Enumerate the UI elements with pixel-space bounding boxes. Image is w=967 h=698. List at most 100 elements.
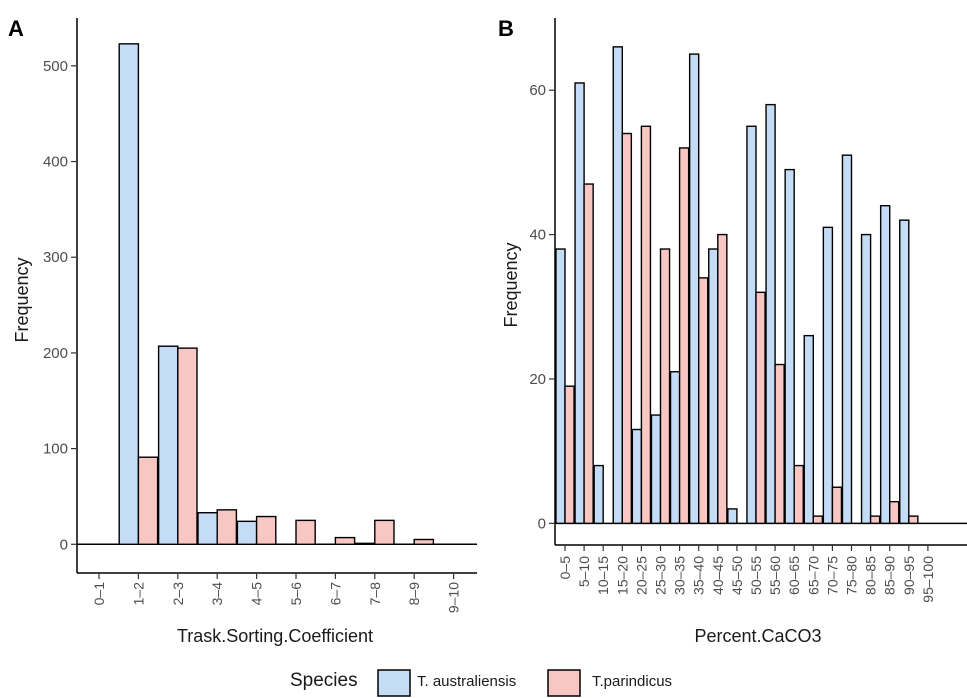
panel-b-x-tick-label: 90–95 [901, 556, 917, 595]
panel-a-axes: 0 100 200 300 400 500 0–1 1–2 2–3 3–4 4–5 5–6 6–7 7–8… [43, 18, 477, 613]
panel-b-bar-australiensis [822, 226, 834, 525]
panel-b-bar-australiensis [650, 414, 662, 525]
panel-a-bar-parindicus [334, 536, 356, 545]
panel-b-x-tick-label: 85–90 [882, 556, 898, 595]
panel-a-letter: A [8, 16, 24, 41]
panel-b-bar-parindicus [717, 233, 728, 525]
panel-b-bar-parindicus [831, 486, 843, 525]
panel-b-bar-australiensis [708, 248, 719, 525]
panel-b-y-tick-label: 20 [529, 371, 546, 388]
panel-a-y-tick-label: 500 [43, 58, 68, 75]
panel-b-x-tick-label: 50–55 [748, 556, 764, 595]
panel-b-x-tick-label: 80–85 [863, 556, 879, 595]
panel-b-x-tick-label: 0–5 [557, 556, 573, 580]
panel-b-bar-australiensis [593, 464, 604, 525]
panel-b-x-tick-label: 55–60 [767, 556, 783, 595]
panel-b-bar-parindicus [678, 147, 690, 525]
panel-a-x-tick-label: 3–4 [209, 582, 225, 606]
panel-b-bar-parindicus [621, 132, 633, 525]
panel-a-y-tick-label: 0 [60, 536, 68, 553]
panel-b-bar-parindicus [564, 385, 575, 525]
panel-a-x-tick-label: 9–10 [446, 582, 462, 613]
panel-a-y-tick-label: 200 [43, 345, 68, 362]
panel-a-bar-parindicus [216, 509, 238, 545]
panel-b-x-tick-label: 35–40 [691, 556, 707, 595]
panel-a-bar-australiensis [236, 520, 258, 545]
panel-b-bar-parindicus [889, 500, 900, 525]
panel-b-bar-australiensis [860, 233, 872, 525]
panel-b-x-tick-label: 15–20 [614, 556, 630, 595]
panel-b-bar-parindicus [640, 125, 652, 525]
panel-b-x-tick-label: 20–25 [633, 556, 649, 595]
panel-a-y-tick-label: 100 [43, 441, 68, 458]
panel-a-bar-australiensis [197, 512, 218, 545]
legend-swatch-parindicus [547, 669, 581, 697]
panel-a-bar-australiensis [354, 542, 376, 545]
panel-a-x-tick-label: 7–8 [367, 582, 383, 606]
panel-b-x-axis-title: Percent.CaCO3 [694, 626, 821, 646]
panel-a-bar-australiensis [157, 345, 179, 545]
panel-a-bar-parindicus [177, 347, 198, 545]
panel-b-x-tick-label: 25–30 [653, 556, 669, 595]
panel-b-y-tick-label: 40 [529, 227, 546, 244]
panel-b-bar-australiensis [612, 46, 624, 525]
legend: Species T. australiensis T.parindicus [290, 669, 672, 697]
panel-b-bar-australiensis [688, 53, 700, 525]
panel-a-bars [77, 43, 477, 546]
panel-b-bar-parindicus [698, 277, 709, 525]
panel-b-x-tick-label: 75–80 [844, 556, 860, 595]
panel-b-x-tick-label: 65–70 [805, 556, 821, 595]
panel-b-bar-australiensis [555, 248, 566, 525]
panel-b-bar-australiensis [669, 371, 681, 525]
panel-b-bar-parindicus [812, 515, 824, 525]
panel-a-y-tick-label: 400 [43, 154, 68, 171]
panel-b-bar-parindicus [755, 291, 766, 525]
panel-b-bar-parindicus [793, 464, 804, 525]
panel-b-bar-australiensis [899, 219, 910, 525]
panel-a-bar-parindicus [137, 456, 159, 545]
panel-b-x-tick-label: 40–45 [710, 556, 726, 595]
panel-a-x-tick-label: 0–1 [91, 582, 107, 606]
panel-a-x-tick-label: 4–5 [249, 582, 265, 606]
panel-b-axes: 0 20 40 60 0–5 5–10 10–15 15–20 20–25 25–30 30–35 3… [529, 18, 967, 603]
panel-b-x-tick-label: 5–10 [576, 556, 592, 587]
panel-b-y-axis-title: Frequency [501, 242, 521, 327]
panel-a-x-axis-title: Trask.Sorting.Coefficient [177, 626, 373, 646]
panel-b-bar-australiensis [727, 508, 738, 525]
panel-b: B 0 20 40 60 0–5 5–10 10–15 15–20 20–25 25–30 30–3… [498, 16, 967, 646]
panel-a-x-tick-label: 8–9 [406, 582, 422, 606]
panel-a-x-tick-label: 1–2 [130, 582, 146, 606]
panel-b-bar-australiensis [765, 103, 776, 525]
panel-b-bar-parindicus [774, 363, 785, 525]
panel-b-letter: B [498, 16, 514, 41]
panel-b-bar-australiensis [879, 204, 891, 525]
panel-b-bar-parindicus [869, 515, 881, 525]
panel-b-bar-australiensis [803, 334, 815, 525]
panel-b-x-tick-label: 95–100 [920, 556, 936, 603]
panel-b-y-tick-label: 60 [529, 82, 546, 99]
panel-a-bar-parindicus [295, 519, 316, 545]
panel-a-bar-parindicus [255, 515, 277, 545]
panel-a-y-axis-title: Frequency [12, 257, 32, 342]
panel-a-x-tick-label: 5–6 [288, 582, 304, 606]
panel-b-bar-australiensis [841, 154, 853, 525]
panel-b-x-tick-label: 45–50 [729, 556, 745, 595]
panel-b-bar-australiensis [631, 428, 643, 525]
panel-b-x-tick-label: 60–65 [786, 556, 802, 595]
panel-b-bar-australiensis [784, 168, 795, 525]
panel-a-bar-parindicus [413, 538, 435, 545]
panel-b-bar-parindicus [659, 248, 671, 525]
panel-b-bar-parindicus [908, 515, 919, 525]
legend-label-parindicus: T.parindicus [592, 673, 672, 690]
panel-b-y-tick-label: 0 [538, 515, 546, 532]
panel-a-y-tick-label: 300 [43, 249, 68, 266]
panel-b-bar-australiensis [746, 125, 757, 525]
legend-title: Species [290, 670, 358, 691]
panel-b-bar-australiensis [574, 82, 585, 525]
panel-a-x-tick-label: 6–7 [327, 582, 343, 606]
panel-b-x-tick-label: 70–75 [824, 556, 840, 595]
legend-label-australiensis: T. australiensis [417, 673, 516, 690]
panel-b-x-tick-label: 30–35 [672, 556, 688, 595]
panel-b-bars [555, 46, 967, 525]
